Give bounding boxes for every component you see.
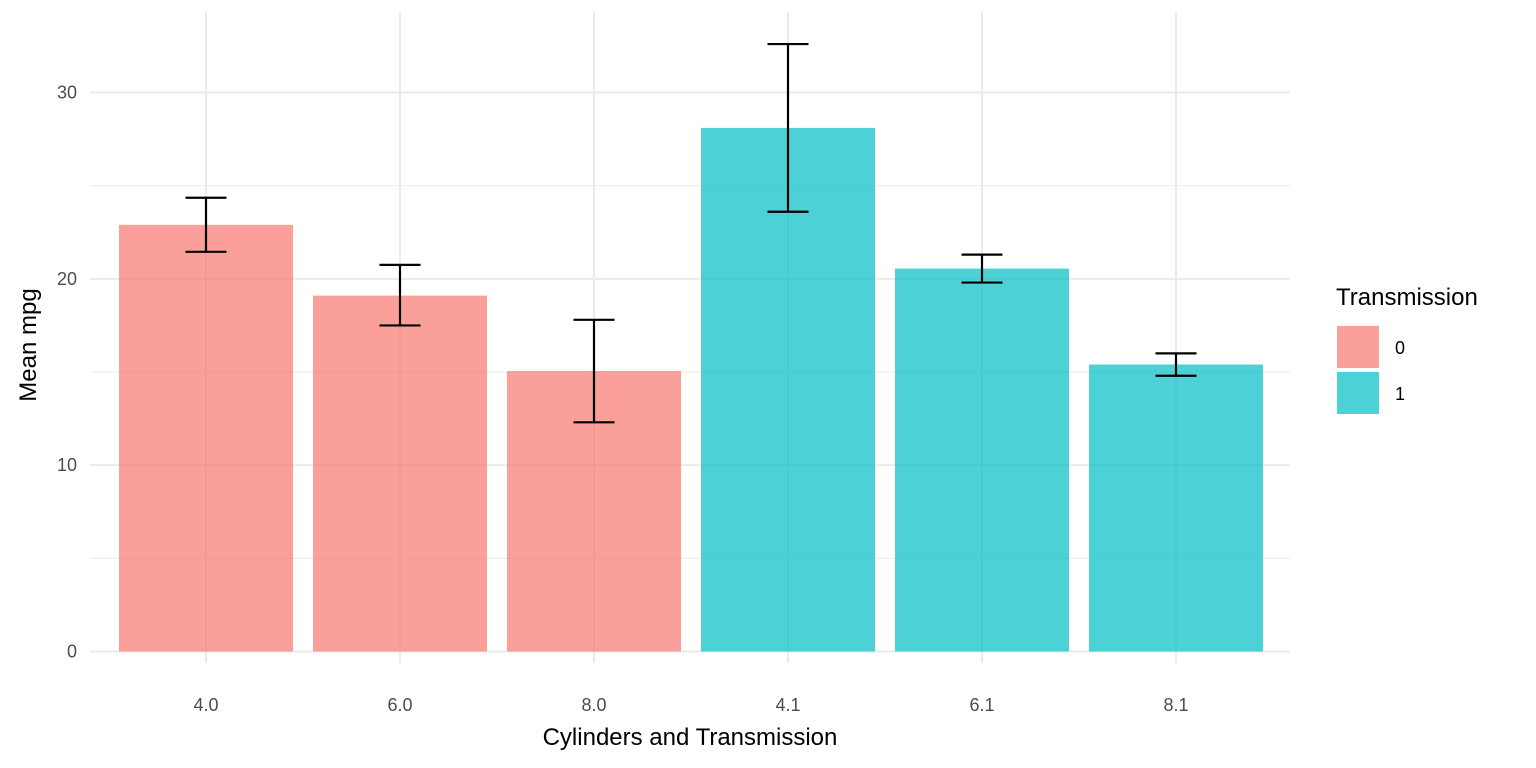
legend-label-0: 0 bbox=[1395, 338, 1405, 358]
y-tick-label: 10 bbox=[57, 455, 77, 475]
x-axis-title: Cylinders and Transmission bbox=[543, 724, 838, 751]
legend-swatch-0 bbox=[1337, 326, 1379, 368]
y-tick-label: 20 bbox=[57, 269, 77, 289]
x-tick-label: 6.1 bbox=[969, 695, 994, 715]
x-tick-label: 4.1 bbox=[775, 695, 800, 715]
error-bar-8.0 bbox=[573, 318, 615, 424]
error-bars bbox=[185, 42, 1197, 424]
legend-swatch-1 bbox=[1337, 372, 1379, 414]
x-tick-label: 8.1 bbox=[1163, 695, 1188, 715]
legend-title: Transmission bbox=[1336, 284, 1478, 311]
error-bar-4.1 bbox=[767, 42, 809, 213]
legend-label-1: 1 bbox=[1395, 384, 1405, 404]
y-axis-title: Mean mpg bbox=[15, 288, 42, 401]
error-bar-6.0 bbox=[379, 263, 421, 327]
error-bar-4.0 bbox=[185, 196, 227, 253]
y-axis-ticks: 0 10 20 30 bbox=[57, 83, 77, 662]
bar-6.0 bbox=[313, 295, 487, 652]
y-tick-label: 0 bbox=[67, 642, 77, 662]
error-bar-6.1 bbox=[961, 253, 1003, 284]
legend: Transmission 0 1 bbox=[1336, 284, 1478, 414]
bar-6.1 bbox=[895, 268, 1069, 652]
bar-8.1 bbox=[1089, 364, 1263, 652]
x-tick-label: 8.0 bbox=[581, 695, 606, 715]
y-tick-label: 30 bbox=[57, 83, 77, 103]
bars bbox=[119, 127, 1263, 652]
bar-4.0 bbox=[119, 224, 293, 652]
x-axis-ticks: 4.0 6.0 8.0 4.1 6.1 8.1 bbox=[193, 695, 1188, 715]
bar-4.1 bbox=[701, 127, 875, 652]
x-tick-label: 4.0 bbox=[193, 695, 218, 715]
error-bar-8.1 bbox=[1155, 352, 1197, 377]
x-tick-label: 6.0 bbox=[387, 695, 412, 715]
